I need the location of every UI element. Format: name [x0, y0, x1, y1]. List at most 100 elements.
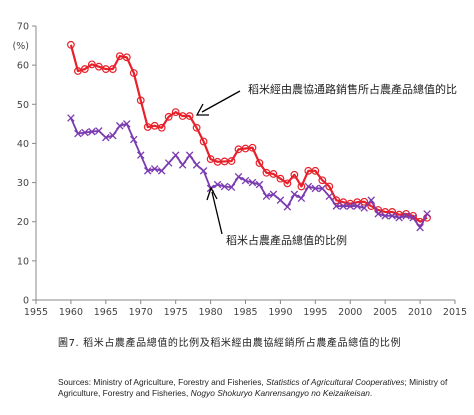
data-point-x: [109, 131, 117, 140]
data-point-x: [199, 167, 208, 175]
data-point-x: [81, 128, 89, 137]
data-point-circle: [171, 108, 180, 117]
data-point-x: [130, 135, 138, 144]
data-point-circle: [311, 166, 320, 175]
data-point-circle: [122, 53, 131, 62]
annotation-layer: 稻米經由農協通路銷售所占農產品總值的比 稻米占農產品總值的比例: [195, 82, 457, 247]
data-point-circle: [67, 40, 75, 49]
x-tick-label: 2015: [443, 307, 467, 318]
data-point-x: [213, 180, 222, 189]
y-tick-label: 30: [17, 178, 29, 189]
series-line: [70, 117, 428, 229]
data-point-x: [95, 127, 103, 135]
x-tick-label: 2005: [373, 307, 397, 318]
data-point-x: [185, 151, 194, 159]
data-point-x: [241, 176, 250, 185]
data-point-circle: [192, 123, 201, 132]
data-point-x: [102, 133, 110, 142]
source-prefix: Sources: Ministry of Agriculture, Forest…: [58, 377, 267, 387]
data-point-circle: [283, 179, 292, 188]
data-point-x: [220, 182, 229, 191]
data-point-x: [255, 180, 264, 189]
data-point-x: [74, 129, 82, 138]
x-tick-label: 1960: [59, 307, 83, 318]
data-point-x: [297, 194, 306, 202]
data-point-x: [367, 196, 375, 204]
data-point-circle: [206, 155, 215, 163]
data-point-x: [339, 202, 348, 210]
chart-axes: 0 10 20 30 40 50 60 70 (%) 1955 1960 1965 1970 1975 19…: [13, 22, 468, 319]
data-point-circle: [255, 159, 264, 167]
data-point-circle: [402, 209, 411, 218]
red-annotation-arrow: [195, 90, 241, 116]
data-point-circle: [73, 67, 82, 75]
series-purple: [67, 114, 431, 232]
data-point-x: [423, 210, 431, 218]
series-layer: [67, 40, 431, 232]
data-point-x: [395, 214, 403, 222]
data-point-x: [276, 196, 285, 204]
data-point-x: [318, 184, 327, 193]
purple-series-annotation: 稻米占農產品總值的比例: [226, 233, 347, 247]
data-point-x: [304, 182, 313, 191]
series-red: [67, 40, 431, 226]
data-point-circle: [150, 121, 159, 130]
y-tick-label: 60: [17, 61, 29, 72]
x-tick-label: 1975: [164, 307, 188, 318]
data-point-x: [234, 172, 243, 181]
x-tick-label: 1985: [233, 307, 257, 318]
y-axis-unit-label: (%): [13, 41, 29, 52]
data-point-x: [171, 151, 180, 159]
data-point-circle: [87, 60, 96, 69]
x-tick-label: 1955: [24, 307, 48, 318]
data-point-x: [381, 212, 389, 220]
data-point-x: [150, 165, 159, 173]
data-point-x: [283, 203, 292, 211]
red-series-annotation: 稻米經由農協通路銷售所占農產品總值的比: [248, 82, 457, 96]
series-line: [69, 44, 428, 223]
data-point-x: [416, 223, 424, 232]
x-tick-label: 1995: [303, 307, 327, 318]
source-middle: ; Ministry of Agriculture, Forestry and …: [58, 377, 448, 398]
data-point-x: [123, 120, 131, 128]
data-point-x: [325, 192, 334, 201]
purple-annotation-arrow: [206, 186, 223, 235]
data-point-circle: [227, 157, 236, 165]
source-note: Sources: Ministry of Agriculture, Forest…: [58, 377, 468, 399]
data-point-circle: [199, 137, 208, 146]
data-point-circle: [129, 69, 138, 77]
data-point-circle: [276, 174, 285, 183]
data-point-x: [269, 190, 278, 199]
source-suffix: .: [369, 388, 373, 398]
data-point-x: [290, 190, 299, 199]
x-tick-label: 1965: [94, 307, 118, 318]
data-point-x: [332, 202, 341, 210]
source-title-1: Statistics of Agricultural Cooperatives: [266, 377, 405, 387]
data-point-x: [388, 212, 396, 220]
data-point-x: [116, 122, 124, 130]
data-point-circle: [248, 143, 257, 152]
data-point-x: [88, 127, 96, 136]
data-point-circle: [318, 176, 327, 185]
source-title-2: Nogyo Shokuryo Kanrensangyo no Keizaikei…: [190, 388, 370, 398]
data-point-x: [374, 210, 382, 218]
data-point-x: [346, 202, 355, 210]
data-point-x: [67, 114, 75, 122]
data-point-x: [409, 214, 417, 222]
data-point-circle: [290, 170, 299, 179]
data-point-x: [248, 178, 257, 187]
data-point-circle: [157, 123, 166, 132]
data-point-x: [311, 184, 320, 193]
data-point-circle: [325, 182, 334, 191]
data-point-x: [360, 204, 368, 212]
y-tick-label: 70: [17, 22, 29, 33]
data-point-x: [143, 167, 152, 175]
y-tick-label: 50: [17, 100, 29, 111]
figure-caption: 圖7. 稻米占農產品總值的比例及稻米經由農協經銷所占農產品總值的比例: [58, 338, 402, 349]
y-tick-label: 40: [17, 139, 29, 150]
data-point-x: [157, 167, 166, 175]
data-point-x: [192, 161, 201, 169]
data-point-circle: [269, 170, 278, 178]
data-point-x: [262, 192, 271, 201]
